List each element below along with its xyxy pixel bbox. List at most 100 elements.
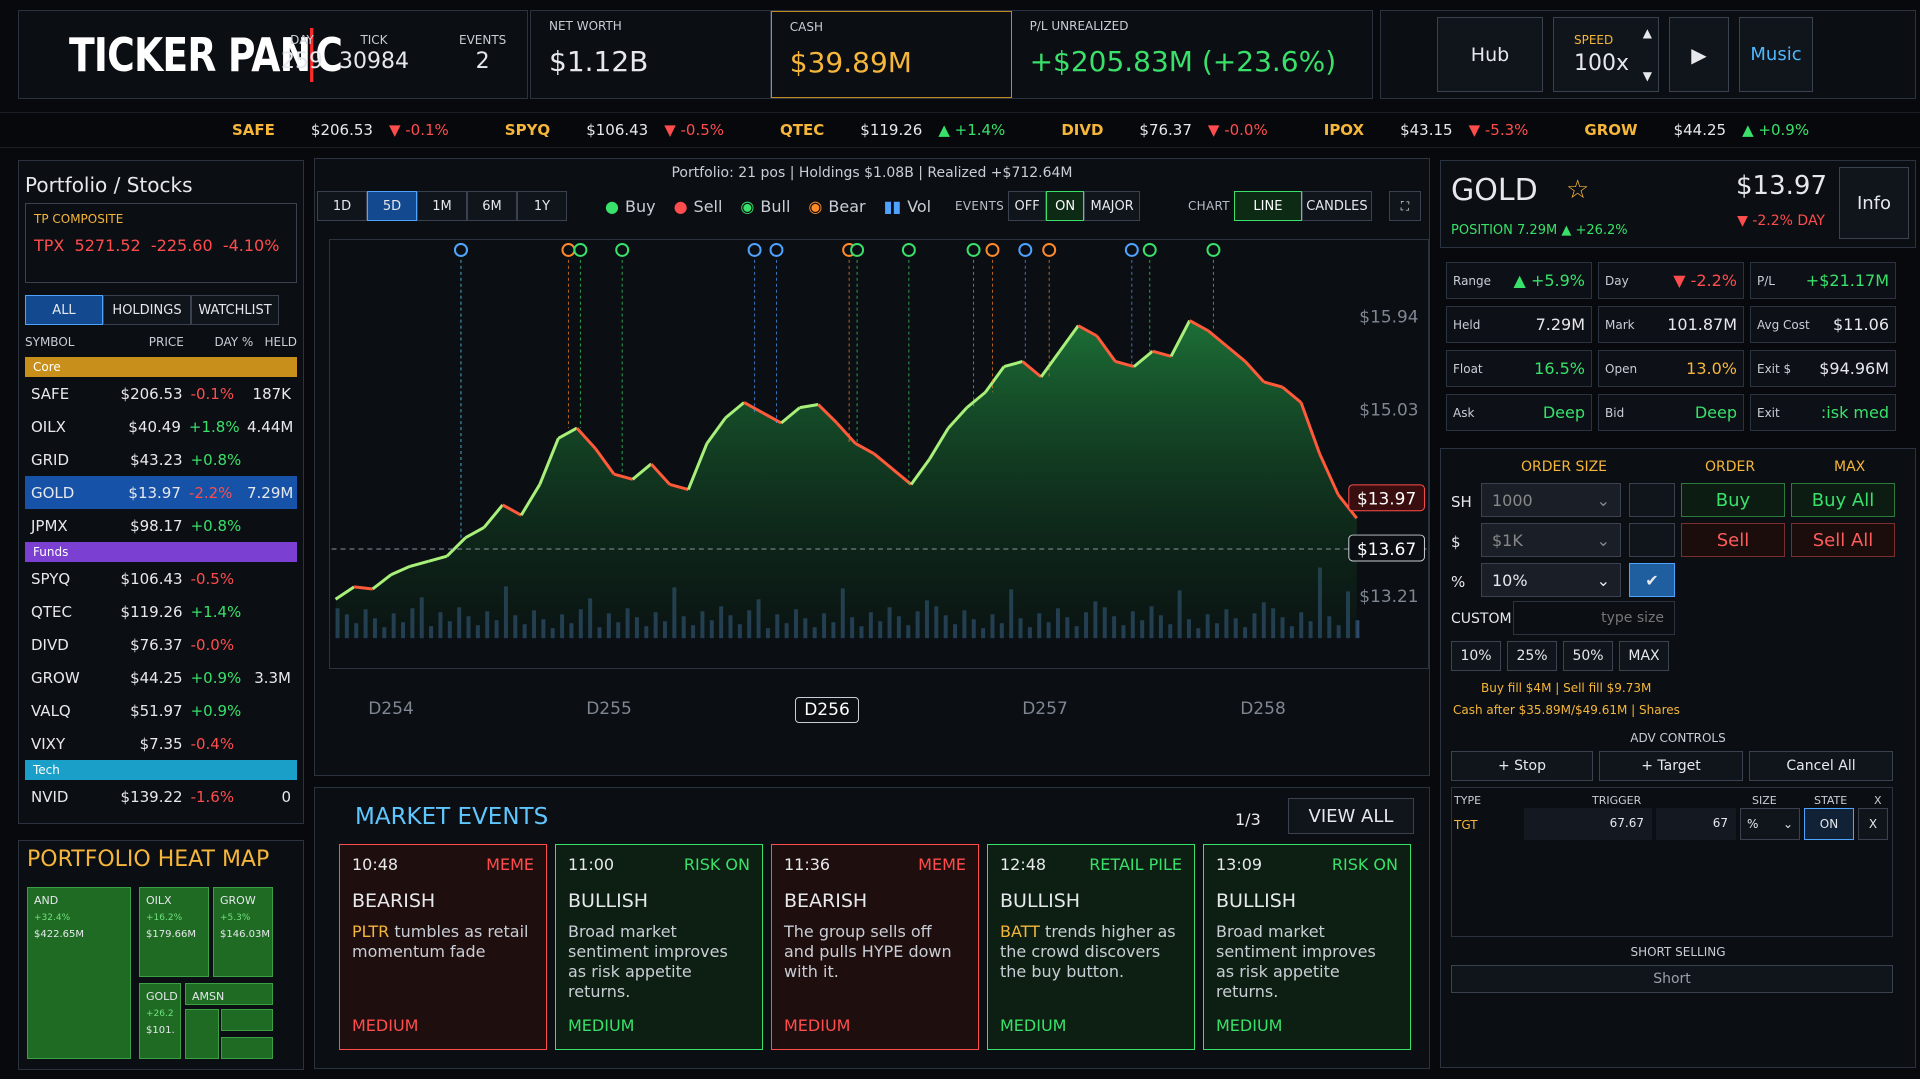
info-button[interactable]: Info [1839,167,1909,239]
event-card[interactable]: 11:00 RISK ON BULLISH Broad market sentimen… [555,844,763,1050]
quick-size-50[interactable]: 50% [1563,641,1613,671]
usd-checkbox[interactable] [1629,523,1675,557]
event-marker[interactable] [985,242,1000,257]
event-marker[interactable] [901,242,916,257]
ticker-item[interactable]: DIVD $76.37 ▼ -0.0% [1061,121,1267,139]
stock-row[interactable]: VIXY $7.35 -0.4% [25,727,297,760]
pct-select[interactable]: 10% ⌄ [1481,563,1621,597]
stock-row[interactable]: DIVD $76.37 -0.0% [25,628,297,661]
event-marker[interactable] [561,242,576,257]
heatmap-cell[interactable] [221,1009,273,1031]
stock-row[interactable]: GRID $43.23 +0.8% [25,443,297,476]
legend-buy[interactable]: ● Buy [605,197,656,216]
x-axis-label[interactable]: D255 [586,699,632,719]
music-button[interactable]: Music [1739,17,1813,92]
pct-checkbox[interactable]: ✔ [1629,563,1675,597]
x-axis-label[interactable]: D256 [795,697,859,723]
sh-checkbox[interactable] [1629,483,1675,517]
speed-up-icon[interactable]: ▲ [1642,26,1652,40]
legend-bear[interactable]: ◉ Bear [808,197,865,216]
stock-row[interactable]: OILX $40.49 +1.8% 4.44M [25,410,297,443]
events-major[interactable]: MAJOR [1084,191,1141,221]
tab-watchlist[interactable]: WATCHLIST [191,295,279,325]
event-card[interactable]: 12:48 RETAIL PILE BULLISH BATT trends highe… [987,844,1195,1050]
event-marker[interactable] [1206,242,1221,257]
stock-row[interactable]: NVID $139.22 -1.6% 0 [25,780,297,809]
remove-order-button[interactable]: X [1858,808,1888,840]
event-marker[interactable] [966,242,981,257]
heatmap-cell[interactable]: AND +32.4% $422.65M [27,887,131,1059]
heatmap-cell[interactable]: AMSN [185,983,273,1005]
range-1y[interactable]: 1Y [517,191,567,221]
event-marker[interactable] [850,242,865,257]
event-marker[interactable] [615,242,630,257]
range-1d[interactable]: 1D [317,191,367,221]
add-stop-button[interactable]: + Stop [1451,751,1593,781]
ticker-item[interactable]: SPYQ $106.43 ▼ -0.5% [505,121,724,139]
heatmap-cell[interactable] [185,1009,219,1059]
stock-row[interactable]: GROW $44.25 +0.9% 3.3M [25,661,297,694]
event-marker[interactable] [1124,242,1139,257]
heatmap-cell[interactable] [221,1037,273,1059]
event-marker[interactable] [453,242,468,257]
ticker-item[interactable]: SAFE $206.53 ▼ -0.1% [232,121,449,139]
ticker-item[interactable]: GROW $44.25 ▲ +0.9% [1584,121,1809,139]
event-marker[interactable] [1018,242,1033,257]
ticker-item[interactable]: IPOX $43.15 ▼ -5.3% [1324,121,1529,139]
quick-size-10[interactable]: 10% [1451,641,1501,671]
heatmap-cell[interactable]: GROW +5.3% $146.03M [213,887,273,977]
star-icon[interactable]: ☆ [1566,175,1590,205]
fullscreen-icon[interactable]: ⛶ [1389,191,1421,221]
tab-all[interactable]: ALL [25,295,103,325]
legend-bull[interactable]: ◉ Bull [740,197,790,216]
x-axis-label[interactable]: D257 [1022,699,1068,719]
stock-row[interactable]: SAFE $206.53 -0.1% 187K [25,377,297,410]
size-input[interactable]: 67 [1656,808,1736,840]
sell-all-button[interactable]: Sell All [1791,523,1895,557]
x-axis-label[interactable]: D254 [368,699,414,719]
view-all-button[interactable]: VIEW ALL [1288,798,1414,834]
unit-select[interactable]: % ⌄ [1740,808,1800,840]
quick-size-max[interactable]: MAX [1619,641,1669,671]
stock-row[interactable]: JPMX $98.17 +0.8% [25,509,297,542]
custom-size-input[interactable] [1513,601,1675,635]
event-card[interactable]: 13:09 RISK ON BULLISH Broad market sentimen… [1203,844,1411,1050]
heatmap-cell[interactable]: GOLD +26.2 $101. [139,983,181,1059]
range-5d[interactable]: 5D [367,191,417,221]
price-chart[interactable]: $15.94 $15.03 $13.21 $13.97 $13.67 [329,239,1429,669]
chart-candles[interactable]: CANDLES [1301,191,1372,221]
event-marker[interactable] [769,242,784,257]
event-marker[interactable] [573,242,588,257]
state-toggle[interactable]: ON [1804,808,1854,840]
event-marker[interactable] [1042,242,1057,257]
events-on[interactable]: ON [1046,191,1085,221]
stock-row[interactable]: QTEC $119.26 +1.4% [25,595,297,628]
events-off[interactable]: OFF [1008,191,1047,221]
hub-button[interactable]: Hub [1437,17,1543,92]
add-target-button[interactable]: + Target [1599,751,1743,781]
x-axis-label[interactable]: D258 [1240,699,1286,719]
range-6m[interactable]: 6M [467,191,517,221]
usd-select[interactable]: $1K ⌄ [1481,523,1621,557]
event-card[interactable]: 11:36 MEME BEARISH The group sells off and … [771,844,979,1050]
legend-vol[interactable]: ▮▮ Vol [884,197,932,216]
short-button[interactable]: Short [1451,965,1893,993]
sh-select[interactable]: 1000 ⌄ [1481,483,1621,517]
chart-line[interactable]: LINE [1233,191,1302,221]
sell-button[interactable]: Sell [1681,523,1785,557]
tab-holdings[interactable]: HOLDINGS [103,295,191,325]
ticker-item[interactable]: QTEC $119.26 ▲ +1.4% [780,121,1005,139]
buy-button[interactable]: Buy [1681,483,1785,517]
quick-size-25[interactable]: 25% [1507,641,1557,671]
stock-row[interactable]: SPYQ $106.43 -0.5% [25,562,297,595]
event-marker[interactable] [1142,242,1157,257]
range-1m[interactable]: 1M [417,191,467,221]
buy-all-button[interactable]: Buy All [1791,483,1895,517]
speed-down-icon[interactable]: ▼ [1642,69,1652,83]
stock-row[interactable]: VALQ $51.97 +0.9% [25,694,297,727]
event-marker[interactable] [747,242,762,257]
heatmap-cell[interactable]: OILX +16.2% $179.66M [139,887,209,977]
play-icon[interactable]: ▶ [1669,17,1729,92]
stock-row[interactable]: GOLD $13.97 -2.2% 7.29M [25,476,297,509]
trigger-input[interactable]: 67.67 [1524,808,1652,840]
